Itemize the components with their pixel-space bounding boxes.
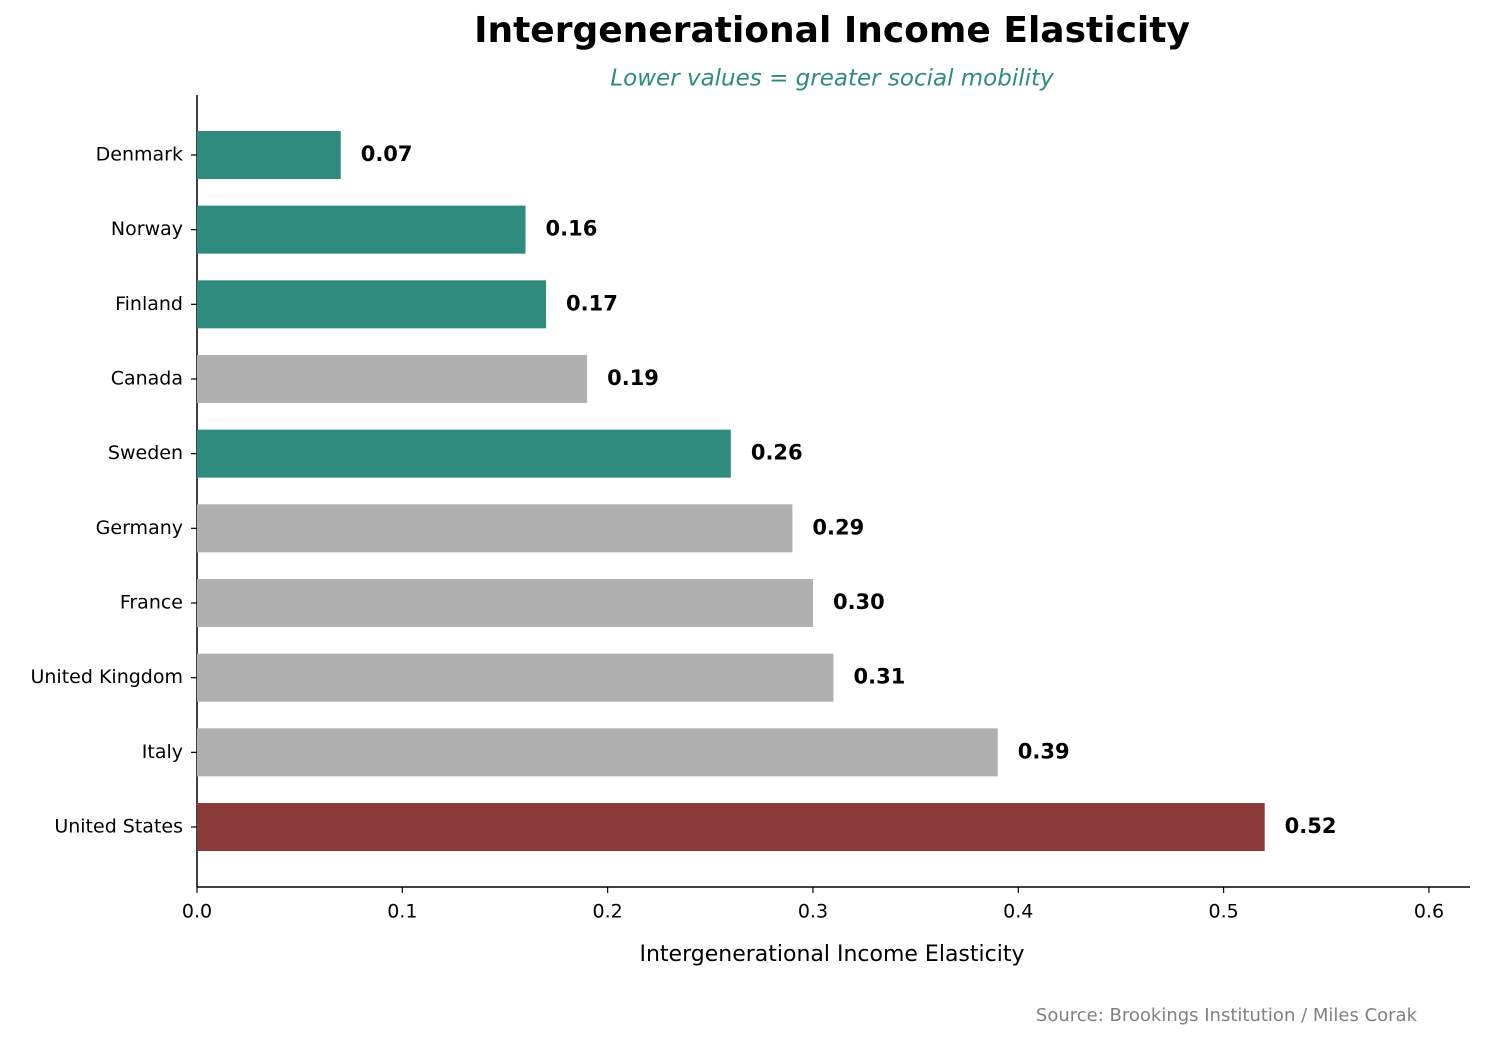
y-tick-label: Italy — [142, 741, 183, 763]
bar — [197, 504, 793, 553]
bar — [197, 728, 998, 777]
bar — [197, 579, 813, 628]
value-label: 0.26 — [751, 441, 803, 465]
source-note: Source: Brookings Institution / Miles Co… — [1036, 1005, 1418, 1026]
bar — [197, 354, 588, 403]
bar — [197, 280, 547, 329]
x-tick-label: 0.5 — [1209, 901, 1239, 923]
value-label: 0.39 — [1018, 739, 1070, 763]
bar — [197, 429, 731, 478]
x-axis-label: Intergenerational Income Elasticity — [640, 942, 1025, 967]
y-tick-label: Canada — [111, 367, 183, 389]
value-label: 0.29 — [812, 515, 864, 539]
y-tick-label: Germany — [96, 517, 183, 539]
value-label: 0.07 — [361, 142, 413, 166]
value-label: 0.16 — [546, 217, 598, 241]
y-tick-label: Finland — [115, 293, 183, 315]
y-tick-label: France — [120, 592, 183, 614]
x-tick-label: 0.2 — [593, 901, 623, 923]
value-label: 0.31 — [854, 665, 906, 689]
bar — [197, 803, 1265, 852]
y-tick-label: Denmark — [96, 143, 183, 165]
y-tick-label: Norway — [111, 218, 183, 240]
x-tick-label: 0.6 — [1414, 901, 1444, 923]
bar — [197, 205, 526, 254]
value-label: 0.17 — [566, 291, 618, 315]
x-tick-label: 0.4 — [1003, 901, 1033, 923]
y-tick-label: Sweden — [108, 442, 183, 464]
y-tick-label: United States — [54, 816, 183, 838]
value-label: 0.19 — [607, 366, 659, 390]
x-tick-label: 0.0 — [182, 901, 212, 923]
value-label: 0.30 — [833, 590, 885, 614]
x-tick-label: 0.3 — [798, 901, 828, 923]
x-tick-label: 0.1 — [387, 901, 417, 923]
value-label: 0.52 — [1285, 814, 1337, 838]
bar — [197, 653, 834, 702]
chart-title: Intergenerational Income Elasticity — [474, 10, 1190, 51]
chart-subtitle: Lower values = greater social mobility — [610, 66, 1054, 92]
bar — [197, 130, 341, 179]
y-tick-label: United Kingdom — [30, 666, 183, 688]
